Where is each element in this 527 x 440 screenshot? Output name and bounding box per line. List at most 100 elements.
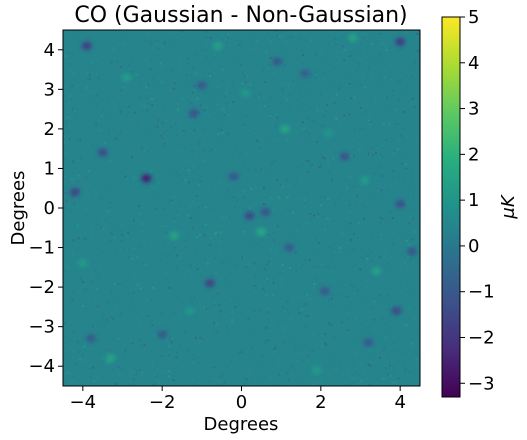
texture-pixel: [199, 269, 202, 271]
texture-pixel: [160, 192, 163, 195]
cold-spot: [188, 109, 199, 118]
x-tick-label: 4: [394, 392, 405, 413]
texture-pixel: [166, 337, 169, 340]
texture-pixel: [383, 156, 386, 159]
texture-pixel: [386, 96, 389, 99]
texture-pixel: [394, 324, 397, 327]
texture-pixel: [210, 355, 213, 358]
texture-pixel: [93, 295, 96, 298]
texture-pixel: [221, 124, 224, 127]
texture-pixel: [412, 217, 415, 220]
texture-pixel: [102, 217, 105, 219]
texture-pixel: [208, 62, 211, 65]
texture-pixel: [146, 316, 149, 319]
texture-pixel: [272, 243, 275, 246]
texture-pixel: [356, 189, 359, 192]
texture-pixel: [176, 144, 179, 146]
texture-pixel: [227, 36, 230, 39]
texture-pixel: [163, 132, 166, 134]
texture-pixel: [320, 195, 323, 198]
texture-pixel: [324, 324, 327, 326]
texture-pixel: [240, 44, 243, 46]
texture-pixel: [215, 114, 218, 117]
texture-pixel: [173, 87, 176, 90]
texture-pixel: [105, 318, 108, 321]
texture-pixel: [354, 319, 357, 322]
texture-pixel: [138, 246, 141, 249]
texture-pixel: [340, 231, 343, 234]
texture-pixel: [308, 132, 311, 135]
texture-pixel: [161, 137, 164, 140]
texture-pixel: [355, 69, 358, 72]
texture-pixel: [246, 344, 249, 347]
texture-pixel: [247, 279, 250, 282]
texture-pixel: [149, 43, 152, 45]
texture-pixel: [148, 138, 151, 141]
texture-pixel: [194, 176, 197, 179]
texture-pixel: [73, 104, 76, 107]
cold-spot: [85, 334, 96, 343]
texture-pixel: [397, 98, 400, 101]
texture-pixel: [156, 35, 159, 38]
texture-pixel: [209, 335, 212, 338]
texture-pixel: [391, 350, 394, 352]
texture-pixel: [180, 124, 183, 127]
texture-pixel: [96, 183, 99, 186]
texture-pixel: [135, 213, 138, 216]
texture-pixel: [219, 231, 222, 234]
texture-pixel: [244, 191, 247, 194]
texture-pixel: [313, 214, 316, 217]
texture-pixel: [202, 226, 205, 228]
texture-pixel: [201, 102, 204, 105]
texture-pixel: [278, 332, 281, 335]
texture-pixel: [65, 116, 68, 119]
texture-pixel: [342, 50, 345, 53]
texture-pixel: [131, 257, 133, 260]
texture-pixel: [153, 334, 156, 337]
texture-pixel: [239, 227, 242, 229]
texture-pixel: [64, 251, 67, 253]
texture-pixel: [107, 62, 110, 65]
texture-pixel: [209, 355, 211, 358]
texture-pixel: [408, 193, 410, 196]
texture-pixel: [303, 201, 306, 204]
texture-pixel: [76, 340, 79, 343]
texture-pixel: [159, 269, 162, 272]
texture-pixel: [73, 72, 75, 75]
texture-pixel: [310, 271, 313, 274]
texture-pixel: [268, 140, 271, 143]
texture-pixel: [340, 304, 343, 307]
texture-pixel: [413, 46, 416, 49]
texture-pixel: [349, 61, 352, 64]
texture-pixel: [109, 135, 112, 138]
texture-pixel: [115, 122, 118, 125]
texture-pixel: [368, 165, 370, 168]
texture-pixel: [274, 241, 276, 244]
texture-pixel: [342, 197, 345, 200]
texture-pixel: [183, 382, 186, 385]
texture-pixel: [98, 243, 101, 246]
texture-pixel: [149, 219, 151, 222]
texture-pixel: [204, 307, 207, 310]
texture-pixel: [262, 371, 265, 374]
texture-pixel: [283, 52, 286, 55]
texture-pixel: [382, 39, 385, 42]
texture-pixel: [276, 116, 279, 119]
texture-pixel: [112, 41, 114, 44]
heatmap-features: [69, 33, 418, 375]
texture-pixel: [83, 345, 86, 348]
texture-pixel: [278, 271, 281, 274]
y-tick-label: 1: [44, 158, 55, 179]
texture-pixel: [65, 265, 68, 268]
texture-pixel: [366, 257, 368, 260]
texture-pixel: [190, 300, 193, 303]
texture-pixel: [371, 259, 374, 262]
texture-pixel: [171, 201, 174, 204]
texture-pixel: [222, 193, 225, 196]
texture-pixel: [326, 217, 329, 220]
texture-pixel: [360, 43, 363, 46]
texture-pixel: [124, 380, 127, 383]
texture-pixel: [79, 353, 82, 356]
texture-pixel: [191, 260, 194, 263]
texture-pixel: [397, 138, 400, 141]
